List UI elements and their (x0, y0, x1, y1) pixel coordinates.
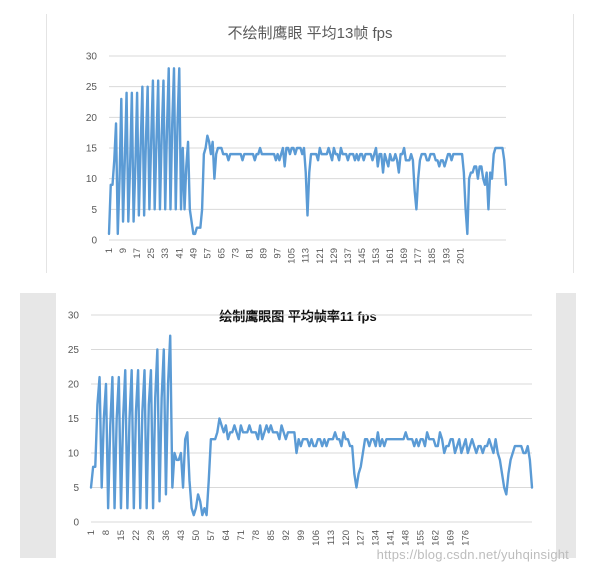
x-tick-label: 141 (386, 530, 397, 546)
chart-canvas: 0 5 10 15 20 25 30 1 8 15 22 29 36 43 50 57 64 71 78 85 92 99… (68, 311, 534, 546)
y-tick-label: 0 (73, 518, 79, 529)
y-tick-label: 15 (68, 414, 80, 425)
x-tick-label: 41 (174, 248, 185, 259)
x-tick-label: 9 (118, 248, 129, 253)
x-tick-label: 105 (287, 248, 298, 264)
series-line (107, 67, 508, 236)
x-tick-label: 148 (401, 530, 412, 546)
chart-panel-no-eagle-eye: 不绘制鹰眼 平均13帧 fps 0 5 10 15 20 25 30 1 9 17 25 33 41 49… (46, 14, 574, 273)
y-tick-label: 20 (68, 380, 80, 391)
y-tick-label: 0 (91, 236, 97, 247)
x-tick-label: 33 (160, 248, 171, 259)
x-tick-label: 89 (259, 248, 270, 259)
y-tick-label: 30 (68, 311, 80, 322)
y-tick-label: 5 (73, 483, 79, 494)
x-tick-label: 113 (301, 248, 312, 263)
x-tick-label: 57 (206, 530, 217, 541)
x-tick-label: 85 (266, 530, 277, 541)
x-tick-label: 25 (146, 248, 157, 259)
x-tick-label: 201 (455, 248, 466, 264)
x-tick-label: 81 (245, 248, 256, 259)
x-tick-label: 78 (251, 530, 262, 541)
x-tick-label: 97 (273, 248, 284, 259)
x-tick-label: 106 (311, 530, 322, 546)
y-tick-label: 10 (86, 174, 98, 185)
x-tick-label: 1 (104, 248, 115, 253)
x-tick-label: 15 (116, 530, 127, 541)
x-tick-label: 169 (399, 248, 410, 264)
y-tick-label: 10 (68, 449, 80, 460)
x-tick-label: 129 (329, 248, 340, 264)
x-tick-label: 49 (188, 248, 199, 259)
x-tick-label: 153 (371, 248, 382, 264)
x-tick-label: 145 (357, 248, 368, 264)
x-tick-label: 64 (221, 530, 232, 541)
y-tick-label: 30 (86, 52, 98, 63)
y-tick-label: 15 (86, 144, 98, 155)
x-tick-label: 1 (86, 530, 97, 535)
x-tick-label: 120 (341, 530, 352, 546)
y-tick-label: 20 (86, 113, 98, 124)
x-tick-label: 50 (191, 530, 202, 541)
x-tick-label: 134 (371, 530, 382, 546)
x-tick-label: 121 (315, 248, 326, 264)
x-tick-label: 113 (326, 530, 337, 545)
x-tick-label: 29 (146, 530, 157, 541)
x-tick-label: 17 (132, 248, 143, 259)
x-tick-label: 162 (431, 530, 442, 546)
x-tick-label: 73 (230, 248, 241, 259)
x-tick-label: 169 (446, 530, 457, 546)
chart-panel-with-eagle-eye: 绘制鹰眼图 平均帧率11 fps 0 5 10 15 20 25 30 1 8 15 22 29 36 4… (20, 293, 576, 558)
x-tick-label: 57 (202, 248, 213, 259)
x-tick-label: 176 (461, 530, 472, 546)
x-tick-label: 161 (385, 248, 396, 264)
x-tick-label: 155 (416, 530, 427, 546)
x-tick-label: 137 (343, 248, 354, 264)
x-tick-label: 36 (161, 530, 172, 541)
x-tick-label: 71 (236, 530, 247, 541)
y-tick-label: 25 (68, 345, 80, 356)
watermark-text: https://blog.csdn.net/yuhqinsight (376, 547, 569, 562)
x-tick-label: 22 (131, 530, 142, 541)
x-tick-label: 99 (296, 530, 307, 541)
chart-title: 不绘制鹰眼 平均13帧 fps (227, 25, 393, 42)
x-tick-label: 65 (216, 248, 227, 259)
x-tick-label: 92 (281, 530, 292, 541)
x-tick-label: 177 (413, 248, 424, 264)
x-tick-label: 43 (176, 530, 187, 541)
y-tick-label: 5 (91, 205, 97, 216)
series-line (89, 334, 534, 517)
x-tick-label: 127 (356, 530, 367, 546)
chart-title: 绘制鹰眼图 平均帧率11 fps (219, 309, 377, 324)
y-tick-label: 25 (86, 82, 98, 93)
x-tick-label: 8 (101, 530, 112, 535)
x-tick-label: 185 (427, 248, 438, 264)
x-tick-label: 193 (441, 248, 452, 264)
